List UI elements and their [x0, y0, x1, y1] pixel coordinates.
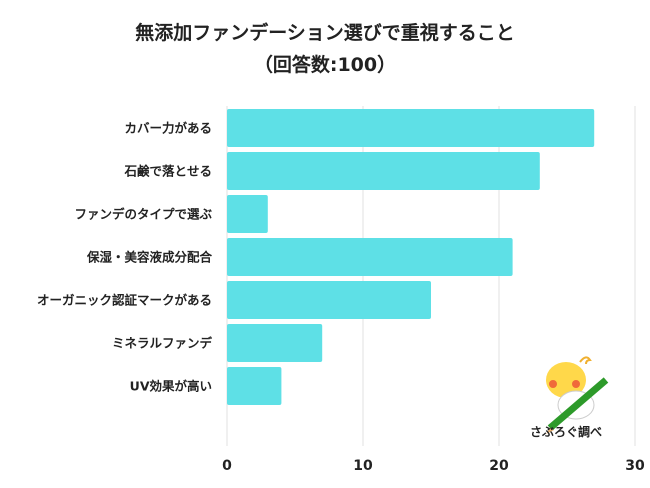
- category-label: カバー力がある: [124, 121, 212, 136]
- category-label: ファンデのタイプで選ぶ: [74, 207, 212, 222]
- logo-text: さぶろぐ調べ: [530, 425, 603, 439]
- x-tick-label: 30: [625, 458, 645, 474]
- x-tick-label: 20: [489, 458, 509, 474]
- bar: [227, 152, 540, 190]
- bar: [227, 238, 513, 276]
- bar: [227, 324, 323, 362]
- bar: [227, 367, 282, 405]
- bar: [227, 109, 595, 147]
- category-label: オーガニック認証マークがある: [37, 293, 212, 308]
- category-label: UV効果が高い: [130, 379, 212, 394]
- bar: [227, 195, 268, 233]
- bar: [227, 281, 431, 319]
- x-tick-label: 0: [222, 458, 232, 474]
- category-label: 石鹸で落とせる: [123, 164, 212, 179]
- bird-mascot-logo: [546, 356, 609, 434]
- chart-subtitle: （回答数:100）: [253, 54, 397, 76]
- chart-title: 無添加ファンデーション選びで重視すること: [135, 22, 515, 44]
- category-label: 保湿・美容液成分配合: [86, 250, 213, 265]
- category-label: ミネラルファンデ: [112, 336, 213, 351]
- x-tick-label: 10: [353, 458, 373, 474]
